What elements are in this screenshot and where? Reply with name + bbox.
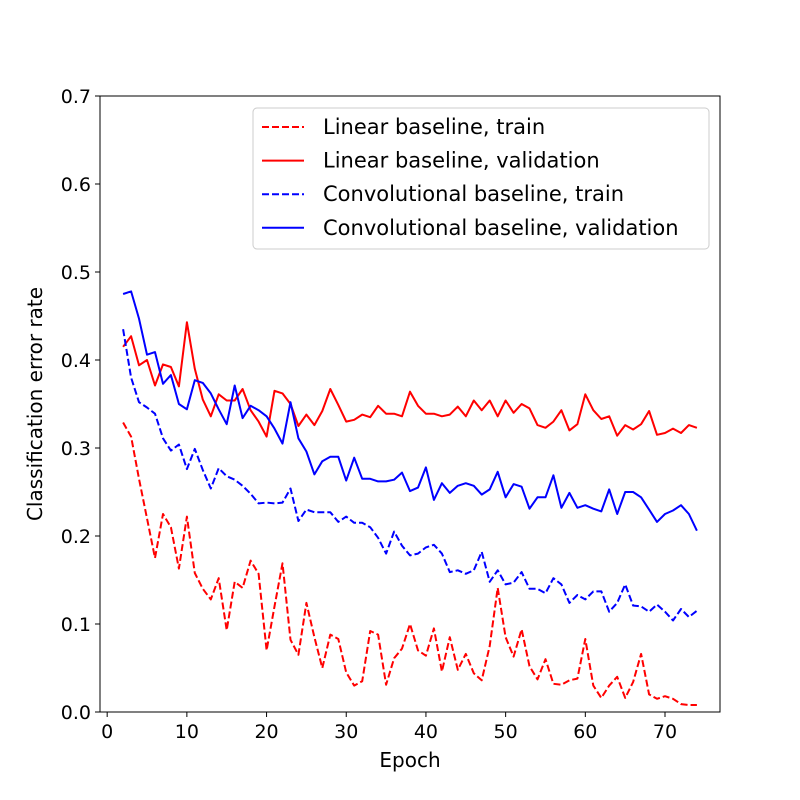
x-tick-label: 40 (414, 721, 438, 743)
legend: Linear baseline, train Linear baseline, v… (252, 107, 710, 250)
series-line-convolutional-baseline-validation (122, 290, 698, 532)
plot-lines (122, 290, 698, 706)
x-tick-label: 10 (175, 721, 199, 743)
series-line-linear-baseline-train (122, 422, 697, 706)
x-tick-label: 70 (653, 721, 677, 743)
y-tick-label: 0.4 (61, 350, 91, 372)
y-tick-label: 0.6 (61, 174, 91, 196)
x-tick-label: 20 (254, 721, 278, 743)
legend-entries: Linear baseline, train Linear baseline, v… (262, 115, 679, 240)
legend-label: Linear baseline, validation (323, 149, 600, 173)
x-tick-label: 50 (494, 721, 518, 743)
x-tick-label: 0 (101, 721, 113, 743)
series-line-linear-baseline-validation (122, 321, 698, 438)
y-tick-label: 0.2 (61, 526, 91, 548)
y-tick-label: 0.5 (61, 262, 91, 284)
x-axis-ticks: 0 10 20 30 40 50 60 70 (101, 712, 677, 743)
y-axis-ticks: 0.0 0.1 0.2 0.3 0.4 0.5 0.6 0.7 (61, 86, 100, 724)
x-tick-label: 30 (334, 721, 358, 743)
y-axis-label: Classification error rate (23, 287, 47, 521)
legend-label: Convolutional baseline, validation (323, 216, 679, 240)
legend-label: Linear baseline, train (323, 115, 545, 139)
plot-frame (99, 95, 721, 713)
series-line-convolutional-baseline-train (122, 329, 698, 622)
legend-frame (252, 107, 710, 250)
x-axis-label: Epoch (379, 748, 440, 772)
y-tick-label: 0.1 (61, 614, 91, 636)
legend-label: Convolutional baseline, train (323, 182, 624, 206)
y-tick-label: 0.3 (61, 438, 91, 460)
y-tick-label: 0.7 (61, 86, 91, 108)
y-tick-label: 0.0 (61, 702, 91, 724)
x-tick-label: 60 (573, 721, 597, 743)
